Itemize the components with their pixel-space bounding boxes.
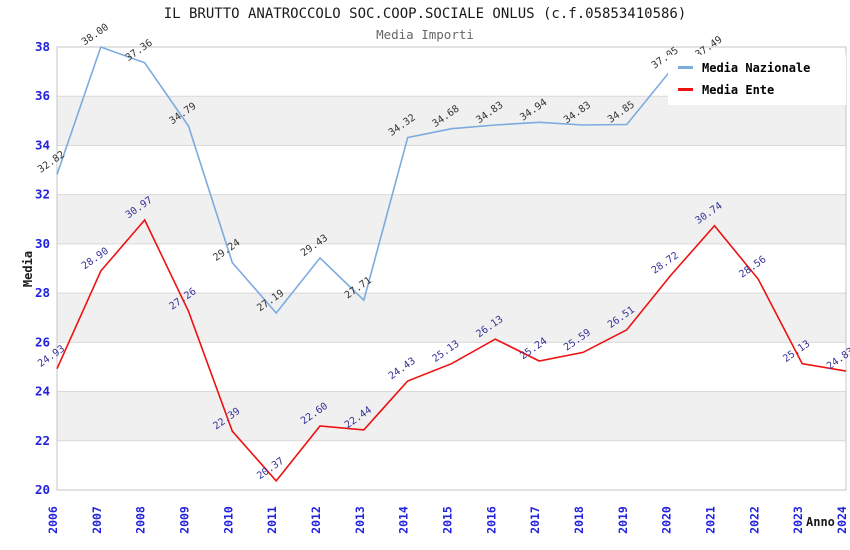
series-line-media-ente	[56, 218, 847, 483]
legend-label-media-ente: Media Ente	[702, 82, 775, 97]
x-tick-label: 2006	[46, 506, 60, 534]
plot-band	[57, 391, 846, 441]
legend-item-media-ente: Media Ente	[668, 80, 846, 99]
x-tick-label: 2012	[309, 506, 323, 534]
x-tick-label: 2020	[660, 506, 674, 534]
point-label-media-ente: 28.72	[650, 250, 681, 276]
y-tick-label: 28	[35, 285, 50, 300]
y-tick-label: 38	[35, 39, 50, 54]
y-tick-label: 24	[35, 384, 50, 399]
point-label-media-ente: 20.37	[255, 456, 286, 482]
series-line-media-nazionale	[56, 45, 715, 315]
y-tick-label: 36	[35, 88, 50, 103]
x-tick-label: 2024	[835, 506, 849, 534]
y-tick-label: 30	[35, 236, 50, 251]
x-tick-label: 2017	[528, 506, 542, 534]
plot-band	[57, 194, 846, 244]
chart-title: IL BRUTTO ANATROCCOLO SOC.COOP.SOCIALE O…	[163, 6, 687, 22]
y-tick-label: 20	[35, 482, 50, 497]
x-tick-label: 2011	[265, 506, 279, 534]
legend: Media Nazionale Media Ente	[668, 55, 846, 105]
y-tick-label: 22	[35, 433, 50, 448]
point-label-media-ente: 28.90	[80, 246, 111, 272]
legend-label-media-nazionale: Media Nazionale	[702, 60, 811, 75]
point-label-media-ente: 28.56	[737, 254, 768, 280]
x-tick-label: 2021	[704, 506, 718, 534]
x-tick-label: 2023	[791, 506, 805, 534]
x-tick-label: 2014	[397, 506, 411, 534]
x-tick-label: 2019	[616, 506, 630, 534]
x-tick-label: 2008	[134, 506, 148, 534]
y-tick-label: 32	[35, 187, 50, 202]
x-tick-label: 2022	[747, 506, 761, 534]
x-tick-label: 2015	[441, 506, 455, 534]
ente-line-swatch-icon	[678, 88, 693, 91]
plot-border	[56, 46, 847, 491]
chart-subtitle: Media Importi	[376, 27, 474, 42]
x-tick-label: 2010	[221, 506, 235, 534]
y-axis-title: Media	[21, 250, 35, 288]
nazionale-line-swatch-icon	[678, 66, 693, 69]
x-tick-label: 2013	[353, 506, 367, 534]
y-tick-label: 34	[35, 137, 50, 152]
x-tick-label: 2009	[178, 506, 192, 534]
x-tick-label: 2018	[572, 506, 586, 534]
point-label-media-nazionale: 32.82	[36, 149, 67, 175]
legend-item-media-nazionale: Media Nazionale	[668, 58, 846, 77]
x-tick-label: 2007	[90, 506, 104, 534]
plot-band	[57, 293, 846, 343]
x-axis-title: Anno	[806, 515, 835, 529]
y-tick-label: 26	[35, 334, 50, 349]
x-tick-label: 2016	[484, 506, 498, 534]
